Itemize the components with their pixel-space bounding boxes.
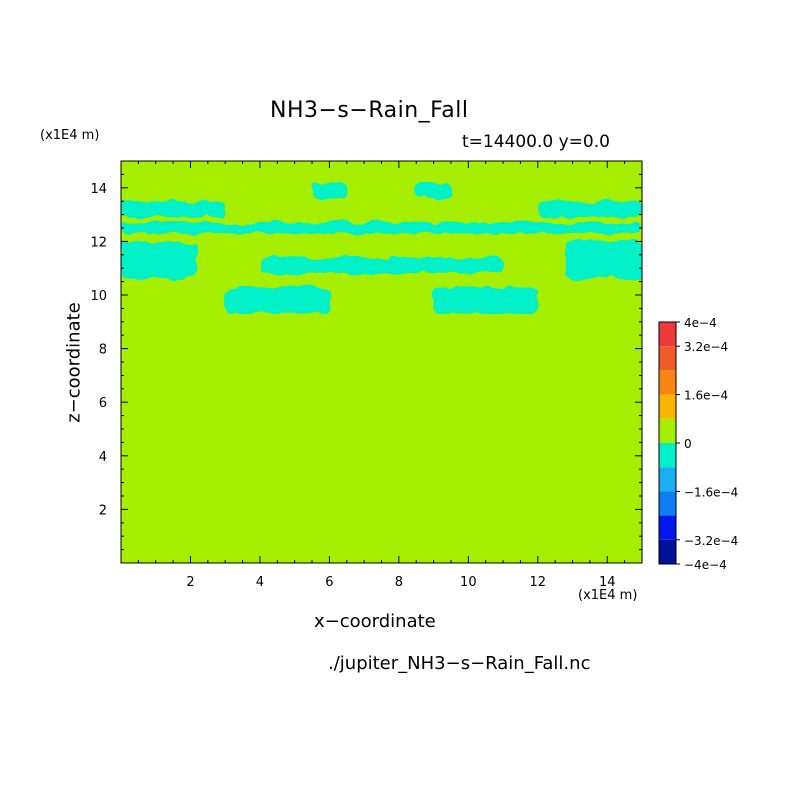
negative-value-regions: [121, 182, 642, 314]
colorbar-label: 3.2e−4: [684, 340, 728, 354]
colorbar-swatch: [659, 418, 676, 443]
negative-region: [416, 182, 451, 199]
colorbar-swatch: [659, 539, 676, 564]
x-tick-label: 2: [186, 575, 194, 590]
negative-region: [565, 241, 642, 279]
negative-region: [121, 241, 198, 279]
x-tick-label: 4: [256, 575, 264, 590]
axes: 2 4 6 8 10 12 14 2 4 6 8 10 12 14: [90, 160, 643, 590]
negative-region: [259, 257, 504, 274]
plot-background: [121, 161, 642, 563]
colorbar-label: 1.6e−4: [684, 389, 728, 403]
chart-title: NH3−s−Rain_Fall: [270, 98, 469, 123]
x-axis-label: x−coordinate: [314, 611, 436, 632]
y-tick-label: 14: [90, 182, 107, 197]
chart-subtitle: t=14400.0 y=0.0: [462, 132, 610, 152]
colorbar-swatch: [659, 394, 676, 419]
x-tick-label: 6: [325, 575, 333, 590]
colorbar-label: 0: [684, 437, 692, 451]
colorbar-label: −4e−4: [684, 558, 727, 572]
colorbar-label: 4e−4: [684, 316, 717, 330]
x-tick-label: 14: [599, 575, 616, 590]
negative-region: [312, 182, 347, 199]
negative-region: [225, 286, 330, 314]
colorbar-swatch: [659, 370, 676, 395]
x-tick-label: 8: [395, 575, 403, 590]
negative-region: [537, 201, 642, 218]
negative-region: [121, 222, 642, 234]
x-axis-unit: (x1E4 m): [578, 588, 638, 603]
colorbar-swatch: [659, 515, 676, 540]
y-tick-label: 12: [90, 235, 107, 250]
negative-region: [433, 286, 538, 314]
y-tick-label: 8: [99, 343, 107, 358]
negative-region: [121, 201, 226, 218]
colorbar-swatch: [659, 322, 676, 347]
y-tick-label: 4: [99, 450, 107, 465]
colorbar-swatch: [659, 467, 676, 492]
y-tick-label: 6: [99, 396, 107, 411]
colorbar-swatch: [659, 491, 676, 516]
colorbar: 4e−4 3.2e−4 1.6e−4 0 −1.6e−4 −3.2e−4 −4e−4: [658, 316, 738, 572]
y-axis-unit: (x1E4 m): [40, 128, 100, 143]
colorbar-label: −3.2e−4: [684, 534, 738, 548]
y-tick-label: 2: [99, 503, 107, 518]
source-file-label: ./jupiter_NH3−s−Rain_Fall.nc: [328, 653, 591, 674]
x-tick-label: 12: [530, 575, 547, 590]
x-tick-label: 10: [460, 575, 477, 590]
colorbar-label: −1.6e−4: [684, 485, 738, 499]
colorbar-swatch: [659, 346, 676, 371]
colorbar-swatch: [659, 443, 676, 468]
y-tick-label: 10: [90, 289, 107, 304]
